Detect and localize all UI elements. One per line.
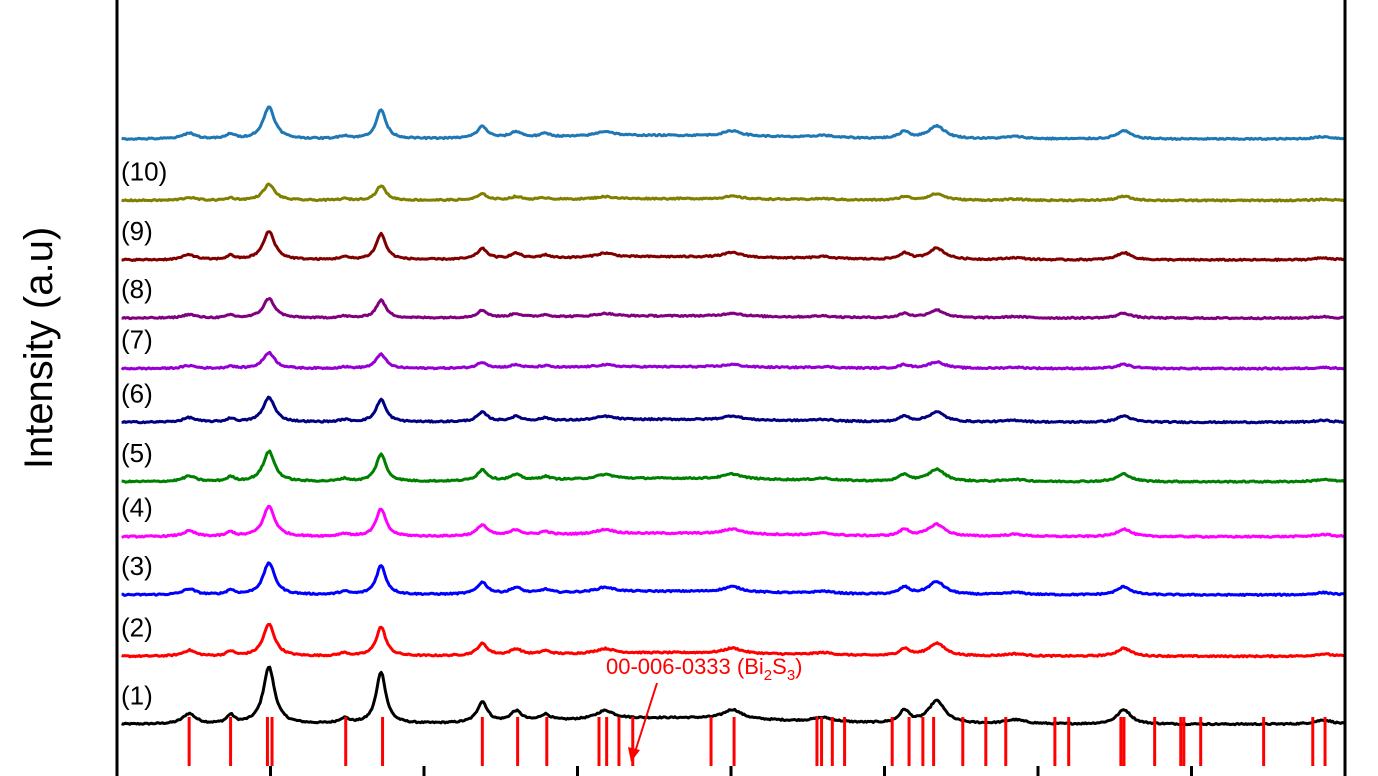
series-line-2 (121, 622, 1346, 659)
reference-label-tail: ) (795, 654, 802, 679)
reference-label-mid: S (772, 654, 787, 679)
series-labels: (1) (2) (3) (4) (5) (6) (7) (8) (9) (10) (121, 156, 167, 710)
series-line-6 (121, 395, 1346, 425)
series-line-7 (120, 350, 1346, 371)
series-line-8 (121, 297, 1346, 321)
series-line-10 (121, 182, 1346, 203)
reference-label-sub1: 2 (764, 667, 772, 684)
x-ticks (269, 766, 1193, 776)
series-label-4: (4) (121, 493, 153, 523)
series-line-11 (121, 105, 1346, 142)
series-label-5: (5) (121, 438, 153, 468)
series-line-9 (121, 230, 1346, 262)
series-line-1 (121, 665, 1346, 727)
series-line-5 (121, 449, 1346, 484)
series-label-7: (7) (121, 325, 153, 355)
reference-label-main: 00-006-0333 (Bi (606, 654, 764, 679)
series-label-3: (3) (121, 551, 153, 581)
series-label-2: (2) (121, 612, 153, 642)
series-label-9: (9) (121, 216, 153, 246)
reference-label-sub2: 3 (787, 667, 795, 684)
series-label-1: (1) (121, 680, 153, 710)
reference-arrow-head (628, 747, 640, 762)
series-layer (120, 105, 1346, 727)
reference-arrow-line (634, 682, 658, 753)
reference-label: 00-006-0333 (Bi2S3) (606, 654, 802, 684)
series-label-8: (8) (121, 274, 153, 304)
series-line-4 (121, 504, 1346, 539)
y-axis-label: Intensity (a.u) (17, 227, 61, 469)
series-label-10: (10) (121, 156, 167, 186)
series-label-6: (6) (121, 378, 153, 408)
reference-pattern (187, 717, 1327, 766)
series-line-3 (121, 561, 1346, 597)
